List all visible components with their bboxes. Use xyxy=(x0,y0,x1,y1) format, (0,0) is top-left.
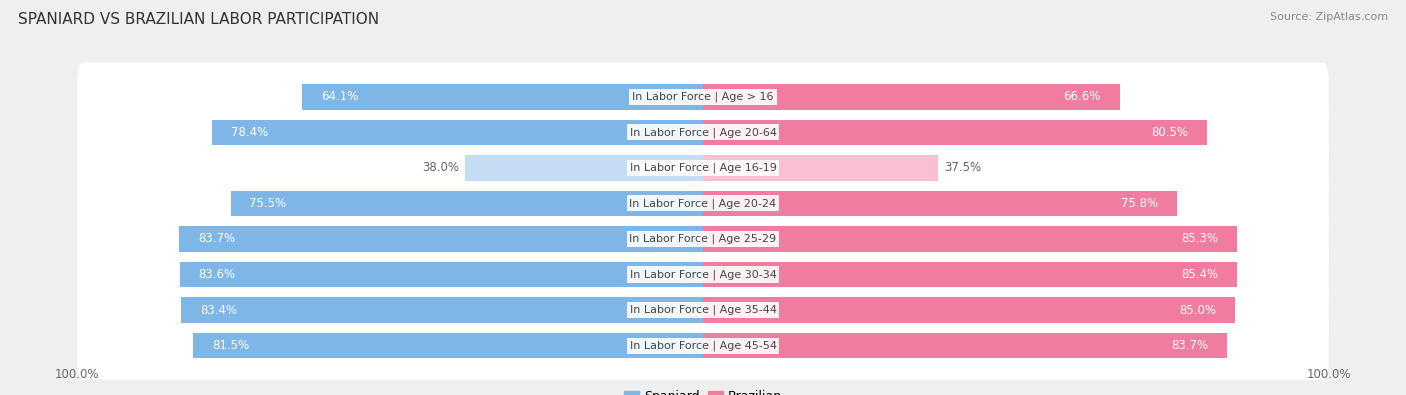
FancyBboxPatch shape xyxy=(77,134,1329,202)
Text: In Labor Force | Age 25-29: In Labor Force | Age 25-29 xyxy=(630,234,776,244)
Text: 75.8%: 75.8% xyxy=(1122,197,1159,210)
Text: In Labor Force | Age 35-44: In Labor Force | Age 35-44 xyxy=(630,305,776,315)
FancyBboxPatch shape xyxy=(77,311,1329,380)
Bar xyxy=(703,297,1234,323)
Text: 78.4%: 78.4% xyxy=(231,126,269,139)
Bar xyxy=(703,155,938,181)
Text: In Labor Force | Age > 16: In Labor Force | Age > 16 xyxy=(633,92,773,102)
FancyBboxPatch shape xyxy=(77,98,1329,167)
Bar xyxy=(212,120,703,145)
Text: SPANIARD VS BRAZILIAN LABOR PARTICIPATION: SPANIARD VS BRAZILIAN LABOR PARTICIPATIO… xyxy=(18,12,380,27)
Bar xyxy=(181,297,703,323)
Text: In Labor Force | Age 45-54: In Labor Force | Age 45-54 xyxy=(630,340,776,351)
Text: In Labor Force | Age 20-24: In Labor Force | Age 20-24 xyxy=(630,198,776,209)
Text: 64.1%: 64.1% xyxy=(321,90,359,103)
Text: 85.4%: 85.4% xyxy=(1181,268,1219,281)
Bar xyxy=(180,226,703,252)
FancyBboxPatch shape xyxy=(77,62,1329,131)
Text: 38.0%: 38.0% xyxy=(422,162,458,174)
Bar xyxy=(193,333,703,358)
Bar xyxy=(703,120,1206,145)
Text: In Labor Force | Age 20-64: In Labor Force | Age 20-64 xyxy=(630,127,776,137)
Text: 80.5%: 80.5% xyxy=(1152,126,1188,139)
Legend: Spaniard, Brazilian: Spaniard, Brazilian xyxy=(620,386,786,395)
Bar xyxy=(302,84,703,109)
Bar xyxy=(465,155,703,181)
Bar xyxy=(703,333,1226,358)
Text: 85.0%: 85.0% xyxy=(1180,304,1216,316)
Text: 85.3%: 85.3% xyxy=(1181,233,1218,245)
Text: 83.6%: 83.6% xyxy=(198,268,236,281)
Bar xyxy=(703,84,1119,109)
Bar xyxy=(703,191,1177,216)
Text: 83.7%: 83.7% xyxy=(1171,339,1208,352)
Text: Source: ZipAtlas.com: Source: ZipAtlas.com xyxy=(1270,12,1388,22)
FancyBboxPatch shape xyxy=(77,205,1329,273)
Bar xyxy=(180,262,703,287)
Text: 81.5%: 81.5% xyxy=(212,339,249,352)
Text: 37.5%: 37.5% xyxy=(943,162,981,174)
FancyBboxPatch shape xyxy=(77,240,1329,309)
Bar xyxy=(231,191,703,216)
Text: 75.5%: 75.5% xyxy=(249,197,287,210)
Bar xyxy=(703,226,1237,252)
FancyBboxPatch shape xyxy=(77,169,1329,238)
Text: In Labor Force | Age 30-34: In Labor Force | Age 30-34 xyxy=(630,269,776,280)
Text: 66.6%: 66.6% xyxy=(1063,90,1101,103)
Bar xyxy=(703,262,1237,287)
Text: 83.7%: 83.7% xyxy=(198,233,235,245)
Text: 83.4%: 83.4% xyxy=(200,304,238,316)
Text: In Labor Force | Age 16-19: In Labor Force | Age 16-19 xyxy=(630,163,776,173)
FancyBboxPatch shape xyxy=(77,276,1329,344)
